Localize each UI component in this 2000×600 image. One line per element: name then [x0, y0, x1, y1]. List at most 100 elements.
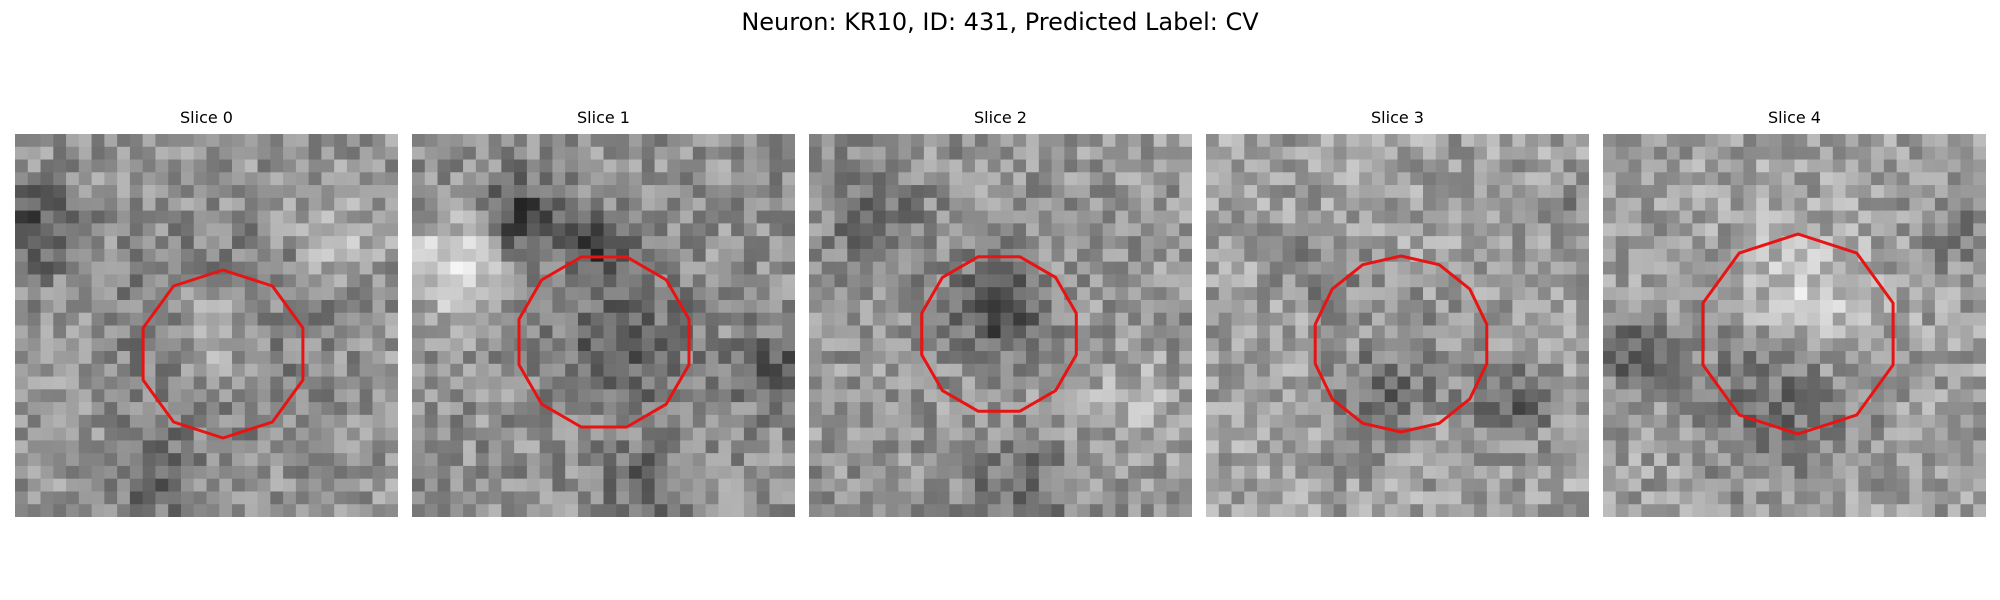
pixel [155, 223, 169, 237]
pixel [168, 465, 182, 480]
pixel [385, 159, 398, 173]
pixel [962, 197, 976, 211]
pixel [1537, 210, 1552, 224]
pixel [270, 465, 284, 480]
pixel [590, 465, 604, 480]
pixel [629, 389, 643, 403]
pixel [1448, 440, 1462, 454]
pixel [463, 274, 477, 288]
pixel [680, 338, 694, 352]
pixel [1115, 427, 1129, 441]
pixel [667, 440, 681, 454]
pixel [1934, 414, 1949, 429]
pixel [616, 146, 630, 160]
pixel [1679, 427, 1693, 441]
pixel [731, 389, 745, 403]
pixel [1794, 491, 1808, 505]
pixel [1206, 465, 1220, 480]
pixel [1115, 185, 1129, 199]
pixel [705, 402, 719, 416]
pixel [1615, 261, 1629, 275]
pixel [1102, 185, 1116, 199]
pixel [1038, 363, 1052, 377]
pixel [1166, 134, 1180, 148]
pixel [987, 210, 1001, 224]
pixel [1845, 261, 1859, 275]
pixel [718, 236, 732, 250]
pixel [27, 414, 41, 429]
pixel [821, 248, 835, 263]
pixel [1000, 287, 1014, 301]
pixel [1563, 351, 1577, 365]
pixel [1140, 185, 1155, 199]
pixel [244, 299, 258, 314]
pixel [27, 465, 41, 480]
pixel [1333, 134, 1347, 148]
pixel [1346, 465, 1360, 480]
pixel [129, 414, 144, 429]
pixel [923, 210, 938, 224]
pixel [308, 312, 322, 326]
pixel [1679, 351, 1693, 365]
pixel [475, 414, 489, 429]
pixel [1960, 478, 1974, 492]
pixel [1858, 299, 1872, 314]
pixel [1537, 465, 1552, 480]
pixel [1282, 287, 1296, 301]
pixel [1231, 185, 1245, 199]
pixel [974, 287, 989, 301]
pixel [501, 491, 515, 505]
pixel [129, 261, 144, 275]
pixel [1013, 172, 1027, 186]
pixel [809, 299, 823, 314]
pixel [705, 134, 719, 148]
pixel [1128, 363, 1142, 377]
pixel [78, 376, 92, 390]
pixel [1102, 248, 1116, 263]
pixel [872, 427, 886, 441]
pixel [1448, 299, 1462, 314]
pixel [412, 478, 426, 492]
pixel [667, 197, 681, 211]
pixel [1038, 248, 1052, 263]
pixel [437, 389, 451, 403]
pixel [1244, 248, 1258, 263]
pixel [53, 491, 67, 505]
pixel [1525, 312, 1539, 326]
pixel [129, 351, 144, 365]
pixel [718, 440, 732, 454]
pixel [769, 478, 783, 492]
pixel [756, 491, 770, 505]
pixel [1896, 376, 1910, 390]
pixel [1206, 287, 1220, 301]
pixel [834, 134, 848, 148]
pixel [1896, 172, 1910, 186]
pixel [1384, 338, 1398, 352]
pixel [142, 172, 156, 186]
pixel [847, 414, 861, 429]
pixel [1320, 440, 1335, 454]
pixel [1947, 134, 1961, 148]
pixel [1896, 427, 1910, 441]
pixel [1666, 134, 1680, 148]
pixel [1654, 248, 1668, 263]
pixel [206, 287, 220, 301]
pixel [680, 351, 694, 365]
pixel [1832, 453, 1846, 467]
pixel [1820, 223, 1834, 237]
pixel [860, 453, 874, 467]
pixel [346, 146, 361, 160]
pixel [193, 376, 207, 390]
pixel [949, 146, 963, 160]
pixel [91, 491, 105, 505]
pixel [1794, 389, 1808, 403]
pixel [1883, 325, 1898, 339]
pixel [1973, 223, 1986, 237]
pixel [1820, 465, 1834, 480]
pixel [1384, 491, 1398, 505]
pixel [193, 325, 207, 339]
pixel [372, 146, 386, 160]
pixel [1499, 414, 1513, 429]
pixel [488, 427, 502, 441]
pixel [321, 312, 335, 326]
